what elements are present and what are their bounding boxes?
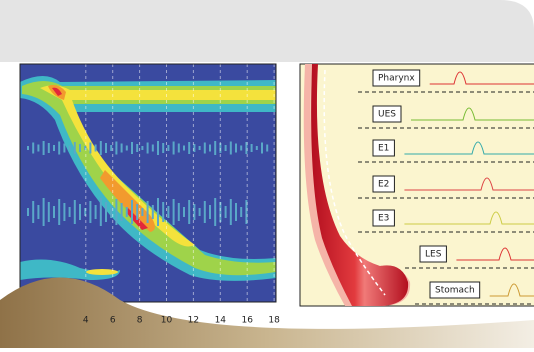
sensor-label: Pharynx	[378, 74, 415, 84]
label-box	[429, 281, 481, 299]
x-tick-label: 8	[137, 316, 143, 326]
heatmap-core	[40, 85, 276, 247]
pressure-trace	[404, 211, 534, 225]
heatmap-stripes	[27, 141, 269, 226]
x-tick-label: 6	[110, 316, 116, 326]
x-tick-label: 10	[161, 316, 173, 326]
label-box	[372, 175, 395, 193]
esophagus	[311, 64, 409, 306]
x-tick-label: 14	[215, 316, 227, 326]
label-box	[419, 245, 447, 263]
pressure-trace	[404, 141, 534, 155]
pressure-trace	[489, 283, 534, 297]
pressure-trace	[456, 247, 534, 261]
anatomy: Pharynx UES E1 E2 E3 LES Stomach	[299, 63, 534, 307]
sensor-label: E1	[378, 144, 389, 154]
decorative-swoosh	[0, 277, 534, 348]
sensor-label: LES	[425, 250, 442, 260]
sensor-labels: Pharynx UES E1 E2 E3 LES Stomach	[358, 69, 534, 305]
heatmap	[19, 63, 277, 303]
sensor-label: E3	[378, 214, 389, 224]
heatmap-frame	[19, 63, 277, 303]
label-box	[372, 139, 395, 157]
label-box	[372, 209, 395, 227]
sensor-label: UES	[378, 110, 396, 120]
heatmap-grid	[85, 64, 275, 302]
heatmap-peak	[48, 84, 155, 232]
x-tick-label: 12	[188, 316, 199, 326]
sensor-label: E2	[378, 180, 389, 190]
x-tick-label: 16	[241, 316, 253, 326]
heatmap-lower-core	[86, 269, 118, 275]
label-box	[372, 105, 402, 123]
catheter	[323, 69, 386, 296]
x-axis: 4 6 8 10 12 14 16 18	[83, 316, 280, 326]
pressure-trace	[404, 177, 534, 191]
label-box	[372, 69, 421, 87]
pressure-trace	[429, 71, 534, 85]
pressure-trace	[411, 107, 534, 121]
x-tick-label: 18	[268, 316, 280, 326]
sensor-label: Stomach	[435, 286, 475, 296]
x-tick-label: 4	[83, 316, 89, 326]
heatmap-lower	[20, 259, 120, 280]
heatmap-mid	[22, 81, 276, 276]
